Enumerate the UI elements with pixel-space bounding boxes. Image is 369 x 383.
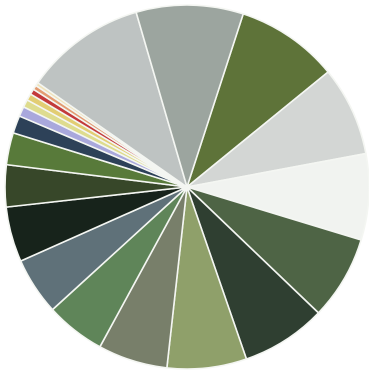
pie-slice-1 xyxy=(186,13,329,188)
pie-slice-20 xyxy=(37,11,188,188)
pie-slice-2 xyxy=(186,71,367,188)
pie-slice-21 xyxy=(135,4,245,188)
